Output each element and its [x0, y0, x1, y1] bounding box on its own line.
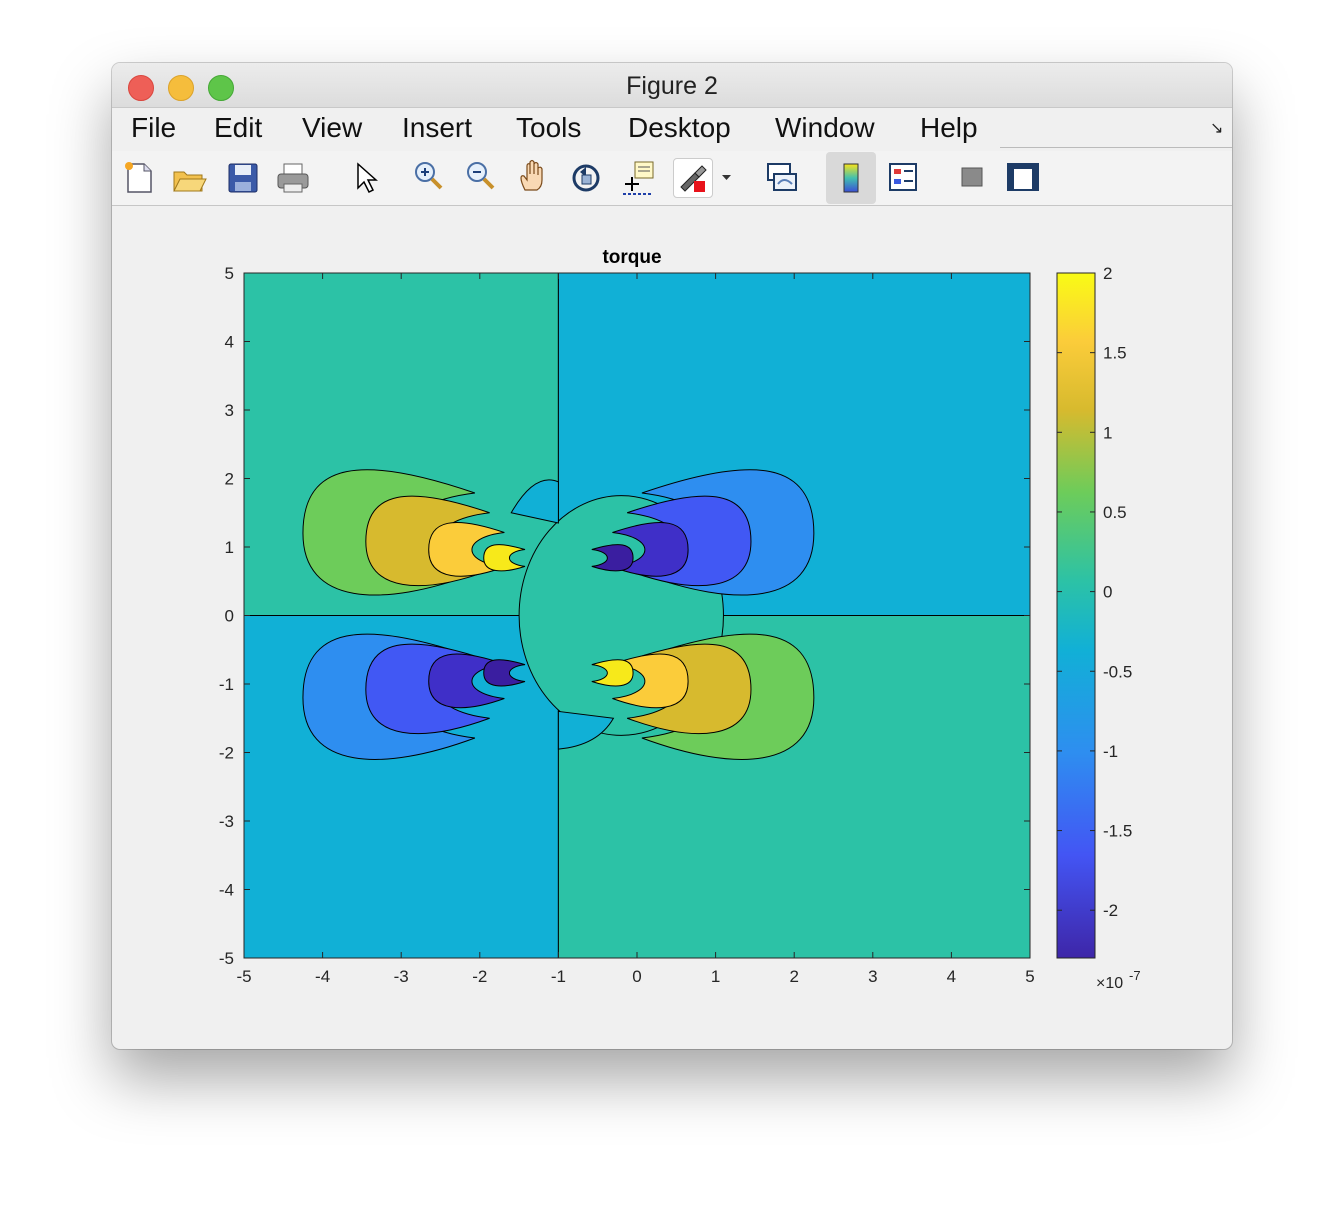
colorbar-multiplier: ×10	[1096, 975, 1123, 992]
zoom-button[interactable]	[208, 75, 234, 101]
center-cap-lower	[557, 710, 615, 750]
lobe-3-level-3	[591, 659, 634, 687]
y-tick-label: -1	[219, 675, 234, 694]
minimize-button[interactable]	[168, 75, 194, 101]
close-button[interactable]	[128, 75, 154, 101]
lobe-0-level-0	[302, 469, 476, 596]
colorbar-tick-label: -0.5	[1103, 662, 1132, 681]
x-tick-label: 5	[1025, 967, 1034, 986]
menu-window[interactable]: Window	[775, 112, 875, 143]
x-tick-label: 4	[947, 967, 956, 986]
lobe-0-level-1	[365, 495, 490, 586]
center-cap-upper	[510, 479, 559, 524]
colorbar-tick-label: -1	[1103, 742, 1118, 761]
lobe-3-level-0	[641, 633, 815, 760]
y-tick-label: -4	[219, 881, 234, 900]
menu-desktop[interactable]: Desktop	[628, 112, 731, 143]
quadrant-lower-right	[557, 615, 1030, 958]
data-cursor-icon[interactable]	[619, 158, 657, 196]
quadrant-upper-left	[244, 273, 559, 616]
menu-insert[interactable]: Insert	[402, 112, 473, 143]
pan-hand-icon[interactable]	[515, 158, 553, 196]
menu-separator	[1000, 147, 1232, 148]
lobe-1-level-2	[612, 522, 689, 577]
figure-toolbar	[112, 151, 1232, 206]
x-tick-label: -4	[315, 967, 330, 986]
print-icon[interactable]	[274, 158, 312, 196]
y-tick-label: -3	[219, 812, 234, 831]
lobe-3-level-2	[612, 653, 689, 709]
dock-figure-icon[interactable]: ↘	[1210, 120, 1224, 137]
rotate-3d-icon[interactable]	[567, 158, 605, 196]
y-tick-label: 3	[225, 401, 234, 420]
x-tick-label: -3	[394, 967, 409, 986]
chart-title: torque	[602, 247, 662, 268]
pointer-icon[interactable]	[346, 158, 384, 196]
y-tick-label: 0	[225, 607, 234, 626]
show-plot-tools-icon[interactable]	[1004, 158, 1042, 196]
lobe-2-level-0	[302, 633, 476, 760]
y-tick-label: 1	[225, 538, 234, 557]
menu-file[interactable]: File	[131, 112, 177, 143]
legend-icon[interactable]	[884, 158, 922, 196]
brush-dropdown-icon[interactable]	[718, 158, 736, 196]
y-tick-label: 2	[225, 470, 234, 489]
title-bar: Figure 2	[112, 63, 1232, 108]
axes-frame	[243, 272, 1031, 959]
hide-plot-tools-icon[interactable]	[954, 158, 992, 196]
colorbar-tick-label: 1.5	[1103, 344, 1127, 363]
colorbar-tick-label: 1	[1103, 423, 1112, 442]
lobe-2-level-2	[428, 653, 505, 709]
lobe-2-level-1	[365, 643, 490, 734]
y-tick-label: -5	[219, 949, 234, 968]
zoom-out-icon[interactable]	[462, 158, 500, 196]
zoom-in-icon[interactable]	[410, 158, 448, 196]
colorbar-tick-label: -2	[1103, 901, 1118, 920]
menu-tools[interactable]: Tools	[516, 112, 582, 143]
x-tick-label: -2	[472, 967, 487, 986]
quadrant-lower-left	[244, 615, 559, 958]
colorbar-tick-label: 0.5	[1103, 503, 1127, 522]
lobe-0-level-2	[428, 522, 505, 577]
colorbar-tick-label: 0	[1103, 583, 1112, 602]
menu-edit[interactable]: Edit	[214, 112, 263, 143]
save-icon[interactable]	[224, 158, 262, 196]
window-title: Figure 2	[626, 72, 718, 100]
lobe-1-level-1	[627, 495, 752, 586]
link-plot-icon[interactable]	[764, 158, 802, 196]
y-tick-label: 4	[225, 333, 234, 352]
center-region	[518, 495, 724, 736]
new-figure-icon[interactable]	[120, 158, 158, 196]
colorbar-icon[interactable]	[826, 152, 876, 204]
x-tick-label: -5	[236, 967, 251, 986]
menu-view[interactable]: View	[302, 112, 363, 143]
x-tick-label: 0	[632, 967, 641, 986]
menu-help[interactable]: Help	[920, 112, 978, 143]
open-file-icon[interactable]	[170, 158, 208, 196]
figure-window: Figure 2 File Edit View Insert Tools Des…	[112, 63, 1232, 1049]
x-tick-label: 3	[868, 967, 877, 986]
quadrant-upper-right	[557, 273, 1030, 616]
x-tick-label: 1	[711, 967, 720, 986]
colorbar	[1056, 272, 1096, 959]
lobe-3-level-1	[627, 643, 752, 734]
brush-icon[interactable]	[673, 158, 713, 198]
x-tick-label: -1	[551, 967, 566, 986]
lobe-1-level-3	[591, 544, 634, 572]
lobe-0-level-3	[483, 544, 526, 572]
colorbar-tick-label: -1.5	[1103, 822, 1132, 841]
lobe-1-level-0	[641, 469, 815, 596]
x-tick-label: 2	[789, 967, 798, 986]
menu-bar: File Edit View Insert Tools Desktop Wind…	[112, 108, 1232, 148]
y-tick-label: -2	[219, 744, 234, 763]
colorbar-exponent: -7	[1129, 968, 1141, 983]
contour-plot: -5 -4 -3 -2 -1 0 1 2 3 4 5543210-1-2-3-4-521.510.5…	[219, 264, 1141, 992]
lobe-2-level-3	[483, 659, 526, 687]
